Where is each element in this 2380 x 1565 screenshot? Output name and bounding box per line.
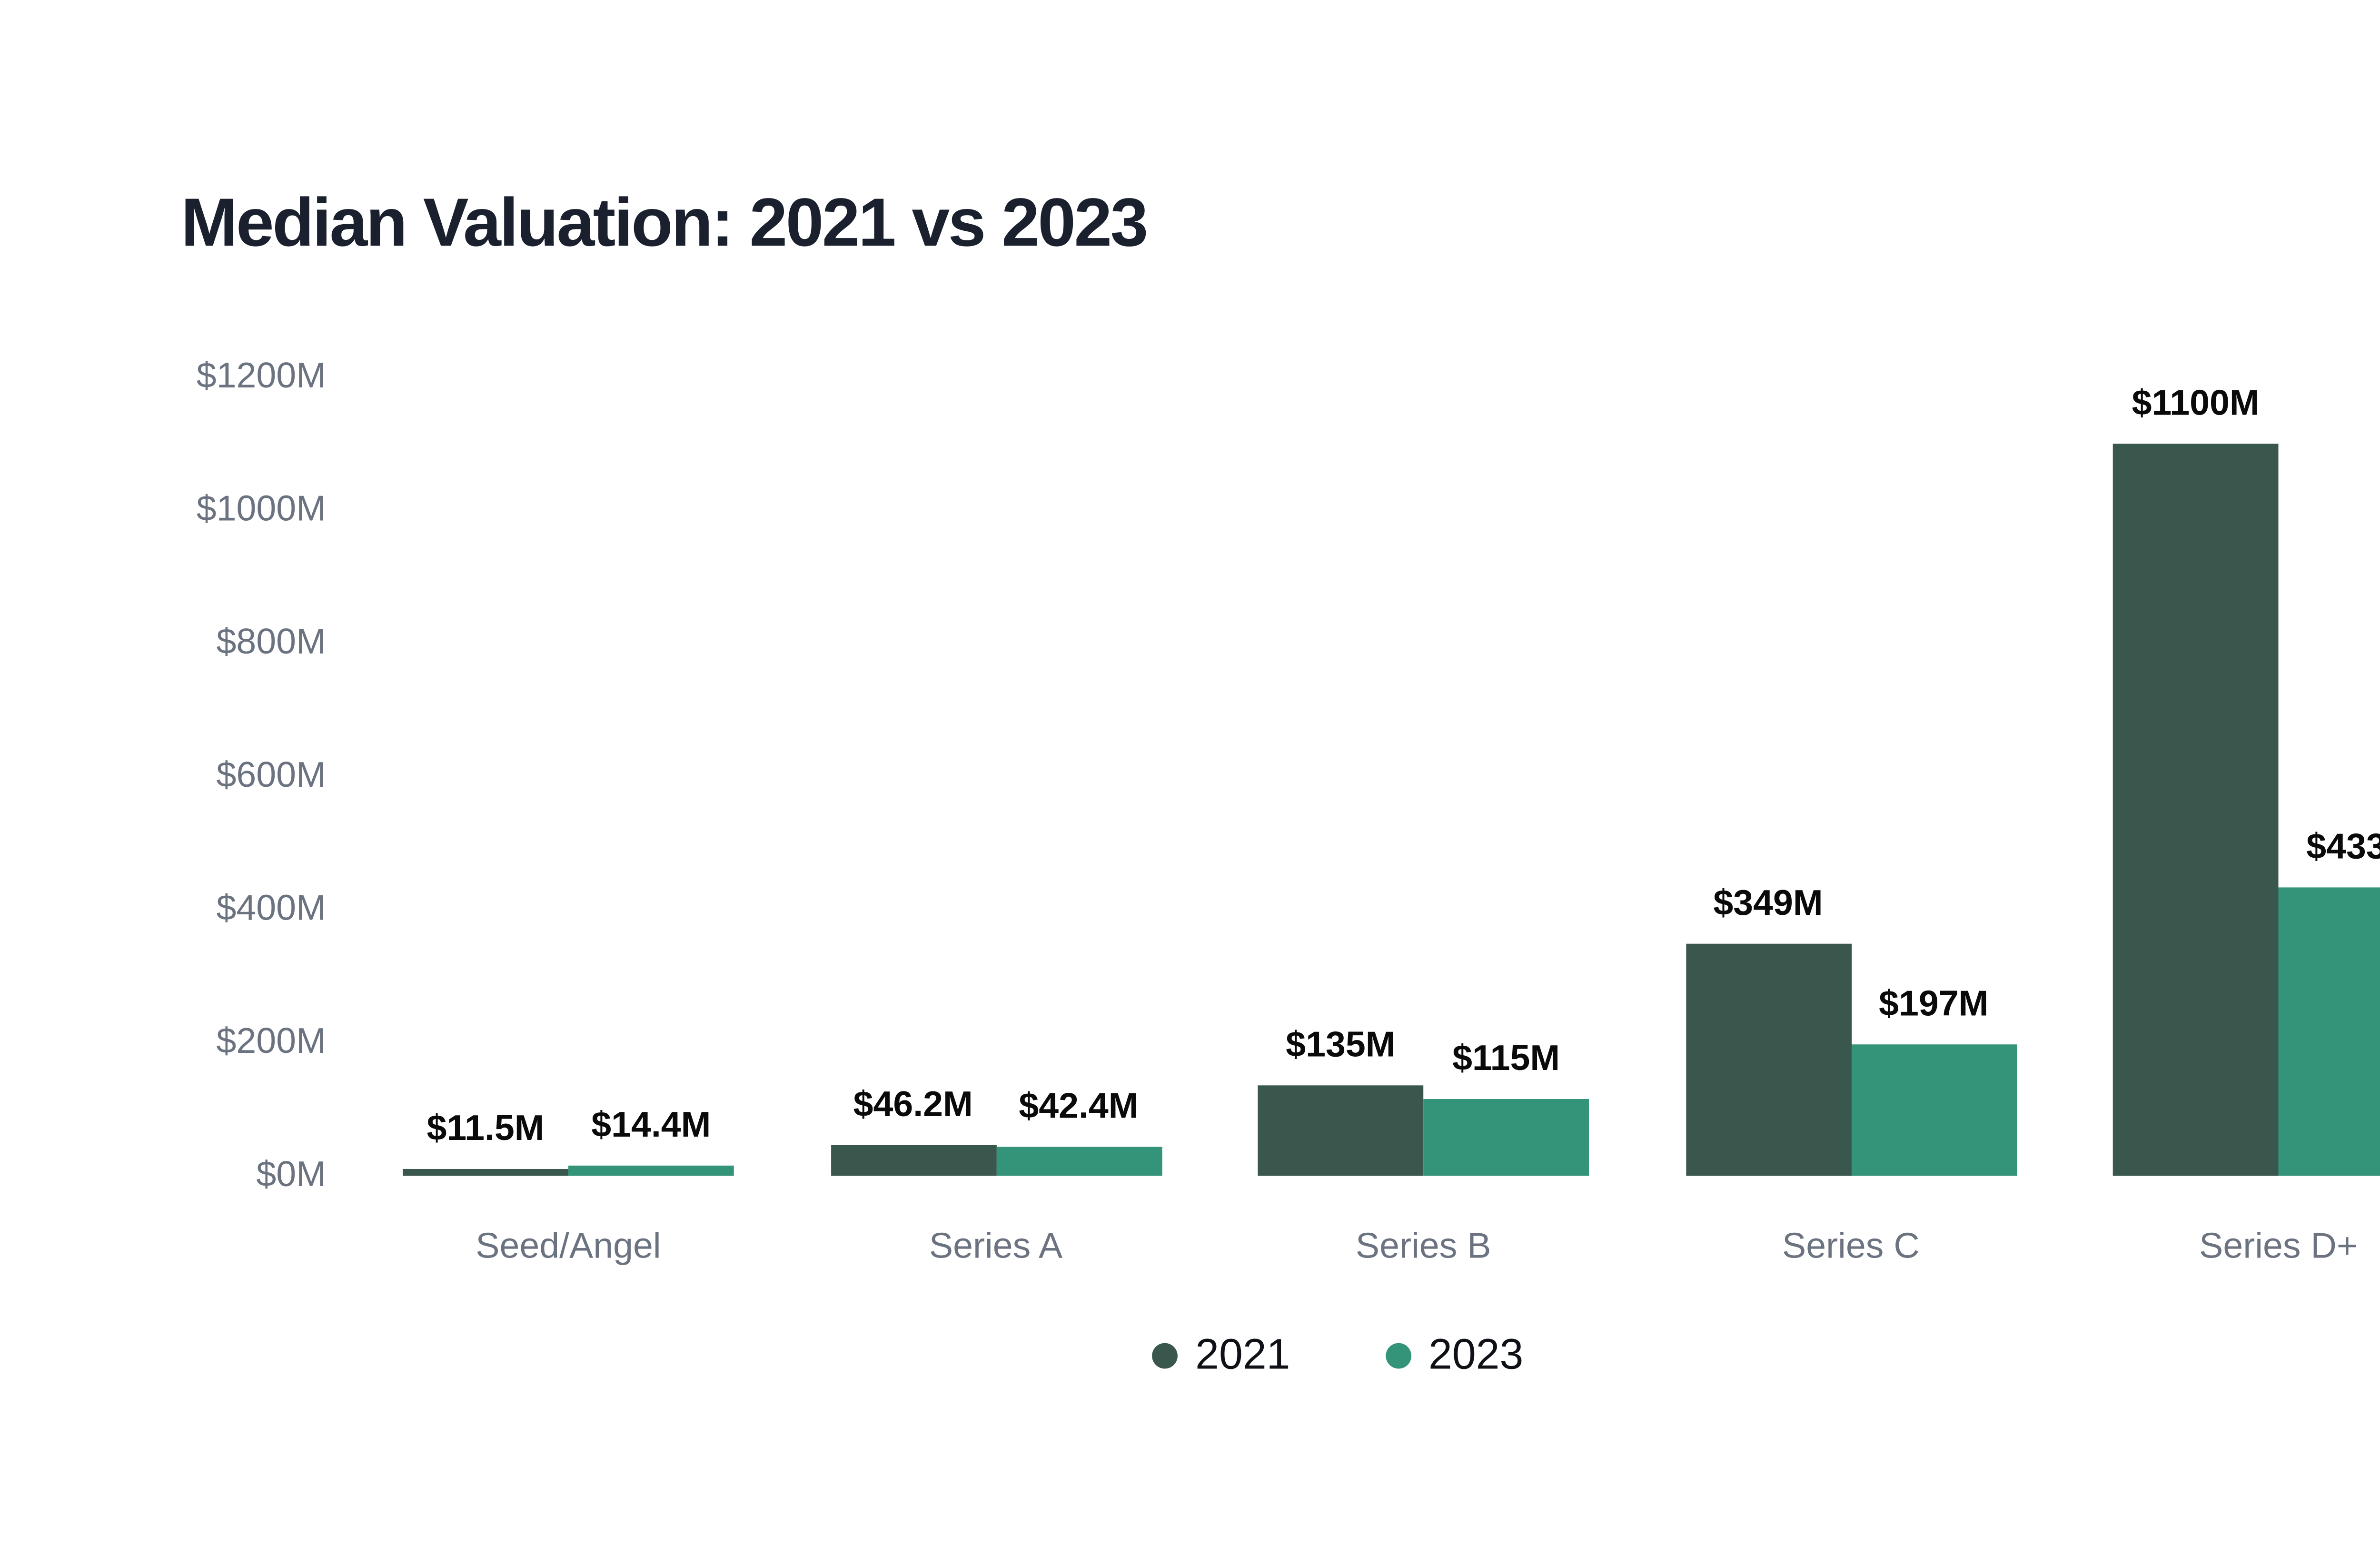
bar-2021-series-b[interactable] <box>1258 1086 1424 1176</box>
bar-group: $46.2M $42.4M Series A <box>830 0 1161 1565</box>
bar-2021-seed-angel[interactable] <box>403 1168 568 1176</box>
legend-dot-icon <box>1152 1343 1179 1369</box>
bar-2023-series-c[interactable] <box>1851 1044 2017 1176</box>
bar-2023-series-d-[interactable] <box>2278 887 2380 1176</box>
bar-group: $135M $115M Series B <box>1258 0 1589 1565</box>
x-category-label: Seed/Angel <box>476 1227 661 1267</box>
legend-label: 2021 <box>1195 1331 1290 1379</box>
y-tick-label: $600M <box>216 756 326 795</box>
bar-2023-series-a[interactable] <box>996 1148 1161 1176</box>
bar-group: $1100M $433M Series D+ <box>2112 0 2380 1565</box>
value-label: $349M <box>1713 883 1823 923</box>
bar-2021-series-d-[interactable] <box>2112 444 2279 1176</box>
x-category-label: Series C <box>1782 1227 1920 1267</box>
y-tick-label: $1000M <box>196 490 326 529</box>
legend-item-2023[interactable]: 2023 <box>1386 1331 1524 1379</box>
legend-item-2021[interactable]: 2021 <box>1152 1331 1290 1379</box>
value-label: $42.4M <box>1019 1088 1139 1127</box>
value-label: $135M <box>1286 1026 1396 1066</box>
value-label: $115M <box>1452 1040 1560 1079</box>
legend-label: 2023 <box>1428 1331 1524 1379</box>
x-category-label: Series D+ <box>2199 1227 2358 1267</box>
y-tick-label: $1200M <box>196 357 326 396</box>
bar-2021-series-a[interactable] <box>830 1145 996 1176</box>
y-tick-label: $0M <box>256 1155 326 1195</box>
bar-2021-series-c[interactable] <box>1685 943 1851 1176</box>
y-tick-label: $400M <box>216 889 326 929</box>
bar-2023-seed-angel[interactable] <box>568 1166 734 1176</box>
value-label: $433M <box>2306 828 2380 867</box>
bar-group: $11.5M $14.4M Seed/Angel <box>403 0 734 1565</box>
x-category-label: Series B <box>1355 1227 1491 1267</box>
bar-2023-series-b[interactable] <box>1423 1099 1589 1176</box>
value-label: $46.2M <box>853 1085 973 1125</box>
legend-dot-icon <box>1386 1343 1412 1369</box>
value-label: $14.4M <box>591 1106 711 1146</box>
value-label: $197M <box>1879 985 1989 1024</box>
value-label: $11.5M <box>426 1108 545 1148</box>
chart-title: Median Valuation: 2021 vs 2023 <box>181 186 1148 261</box>
x-category-label: Series A <box>929 1227 1063 1267</box>
chart-legend: 2021 2023 <box>0 1331 2380 1379</box>
value-label: $1100M <box>2132 384 2260 424</box>
y-tick-label: $200M <box>216 1022 326 1062</box>
bar-group: $349M $197M Series C <box>1685 0 2017 1565</box>
y-tick-label: $800M <box>216 623 326 663</box>
